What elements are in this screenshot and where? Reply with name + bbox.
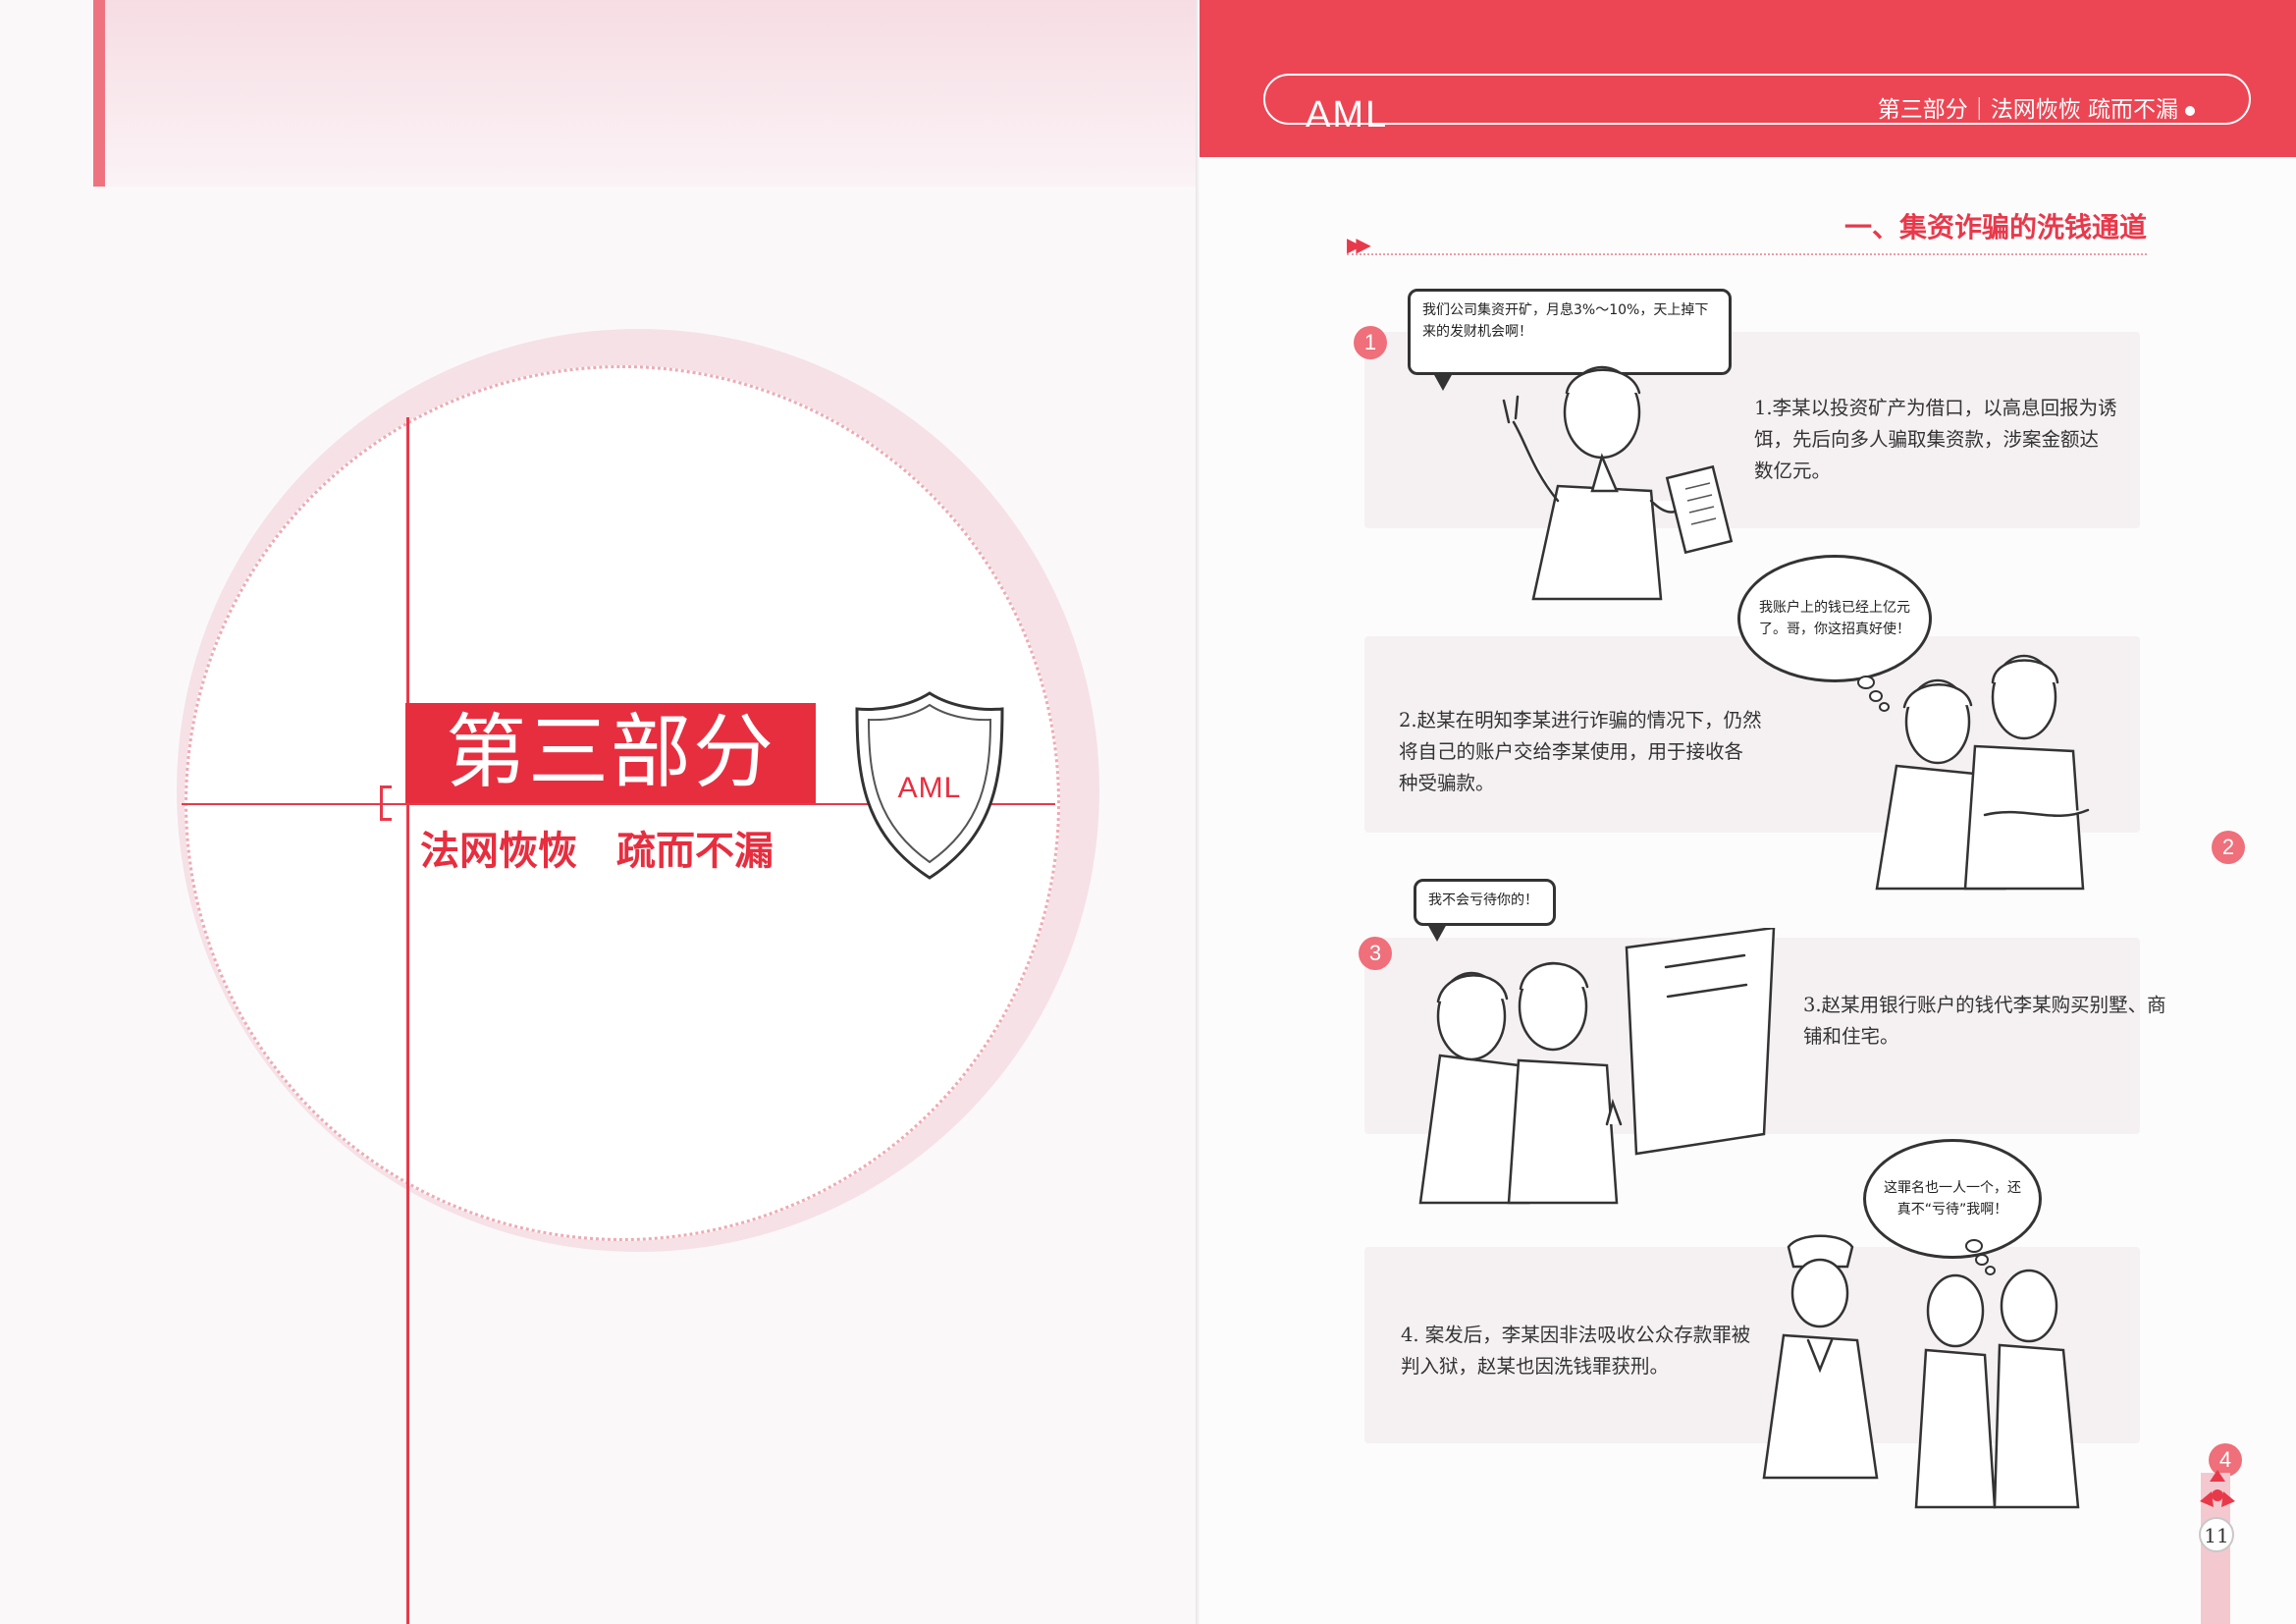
thought-dot <box>1857 676 1875 689</box>
two-men-figure <box>1875 654 2090 891</box>
police-and-suspects-figure <box>1762 1234 2080 1509</box>
right-page: AML 第三部分｜法网恢恢 疏而不漏 ▶▶ 一、集资诈骗的洗钱通道 1 我们公司… <box>1200 0 2296 1624</box>
section-divider <box>1347 253 2147 255</box>
bubble-tail-3 <box>1427 924 1447 942</box>
thought-dot <box>1879 702 1890 712</box>
left-page: 第三部分 法网恢恢 疏而不漏 AML <box>93 0 1200 1624</box>
caption-2: 2.赵某在明知李某进行诈骗的情况下，仍然将自己的账户交给李某使用，用于接收各种受… <box>1399 709 1762 794</box>
thought-dot <box>1975 1254 1989 1266</box>
panel-number-4: 4 <box>2209 1443 2242 1477</box>
speech-bubble-1: 我们公司集资开矿，月息3%～10%，天上掉下来的发财机会啊！ <box>1408 289 1732 375</box>
header-section: 第三部分｜法网恢恢 疏而不漏 <box>1877 97 2178 123</box>
aml-shield-icon: AML <box>855 691 1004 880</box>
header-frame <box>1263 74 2251 125</box>
header-brand: AML <box>1306 94 1389 135</box>
page-number: 11 <box>2199 1517 2234 1552</box>
horizontal-rule <box>182 803 1055 805</box>
panel-number-3: 3 <box>1359 937 1392 970</box>
man-with-document-figure <box>1502 365 1734 601</box>
thought-bubble-4: 这罪名也一人一个，还真不“亏待”我啊！ <box>1863 1139 2042 1259</box>
caption-4: 4. 案发后，李某因非法吸收公众存款罪被判入狱，赵某也因洗钱罪获刑。 <box>1401 1324 1751 1378</box>
thought-bubble-2: 我账户上的钱已经上亿元了。哥，你这招真好使！ <box>1737 555 1932 682</box>
thought-dot <box>1985 1266 1996 1275</box>
caption-1: 1.李某以投资矿产为借口，以高息回报为诱饵，先后向多人骗取集资款，涉案金额达数亿… <box>1754 397 2117 482</box>
bubble-tail-1 <box>1433 373 1453 391</box>
bank-logo-icon <box>2200 1470 2235 1507</box>
thought-dot <box>1965 1239 1983 1253</box>
bracket-mark <box>380 785 392 821</box>
panel-number-1: 1 <box>1354 326 1387 359</box>
caption-3: 3.赵某用银行账户的钱代李某购买别墅、商铺和住宅。 <box>1803 994 2166 1048</box>
shield-label: AML <box>898 772 962 804</box>
vertical-rule <box>406 417 409 1624</box>
section-title: 一、集资诈骗的洗钱通道 <box>1843 211 2147 244</box>
header-dot <box>2185 106 2195 116</box>
panel-number-2: 2 <box>2212 831 2245 864</box>
part-title: 第三部分 <box>405 703 816 803</box>
speech-bubble-3: 我不会亏待你的！ <box>1414 879 1556 926</box>
thought-dot <box>1869 690 1883 702</box>
top-band <box>93 0 1200 187</box>
page-header <box>1200 0 2296 157</box>
part-subtitle: 法网恢恢 疏而不漏 <box>420 828 774 874</box>
men-and-house-figure <box>1418 928 1776 1205</box>
edge-strip <box>93 0 105 187</box>
